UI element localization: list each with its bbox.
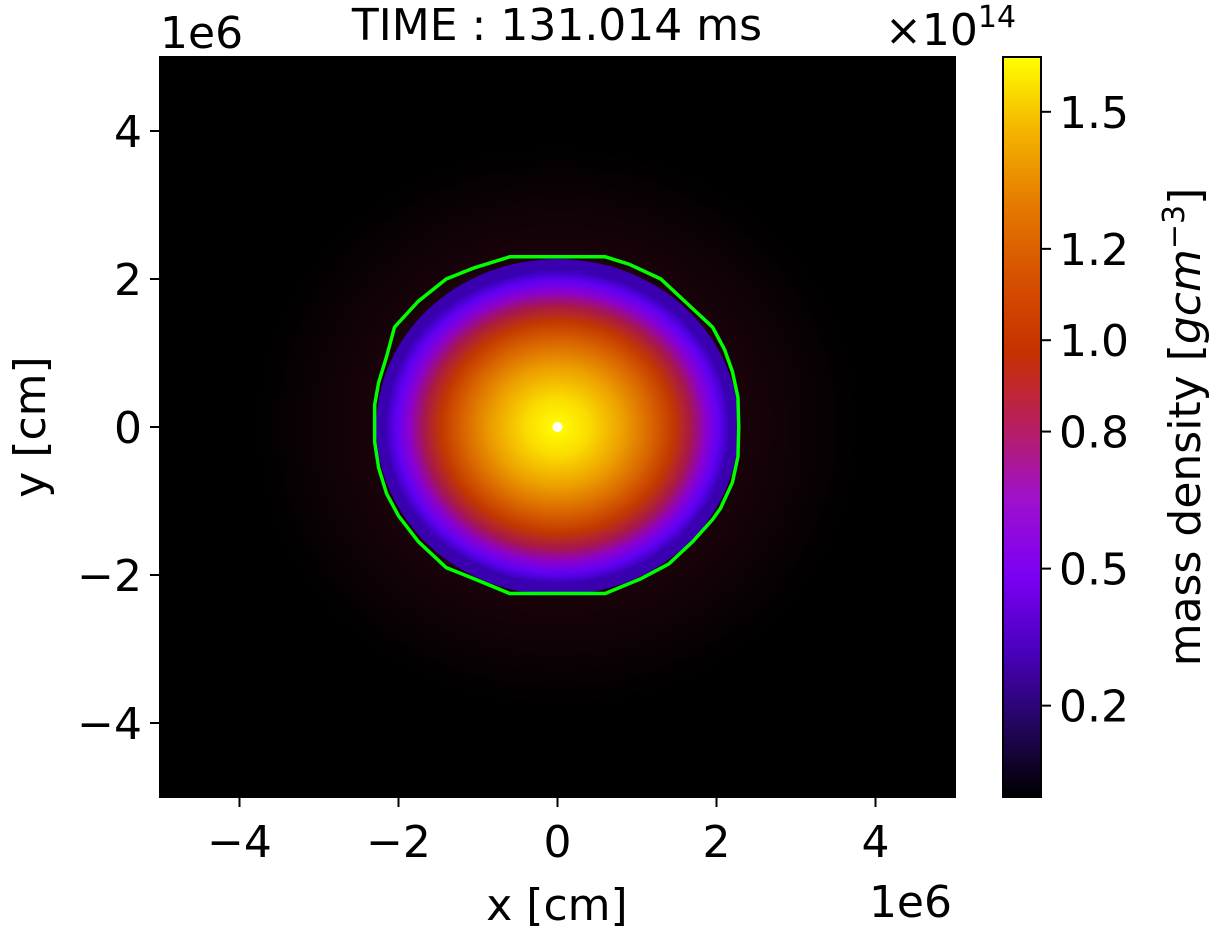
colorbar-tick-label: 0.2: [1059, 682, 1129, 733]
colorbar-label-unit: gcm: [1160, 249, 1211, 344]
colorbar: 0.2 0.5 0.8 1.0 1.2 1.5 ×1014 mass density [g…: [885, 0, 1211, 798]
colorbar-tick-label: 1.2: [1059, 225, 1129, 276]
x-tick-label: 2: [703, 817, 731, 868]
x-axis-ticks: −4 −2 0 2 4: [207, 797, 890, 868]
colorbar-label-main: mass density [: [1160, 344, 1211, 666]
y-axis-ticks: −4 −2 0 2 4: [77, 107, 160, 750]
center-marker: [552, 422, 563, 432]
colorbar-tick-label: 1.0: [1059, 316, 1129, 367]
colorbar-tick-label: 0.5: [1059, 545, 1129, 596]
colorbar-offset-exponent: 14: [978, 0, 1016, 35]
x-tick-label: 0: [544, 817, 572, 868]
colorbar-ticks: 0.2 0.5 0.8 1.0 1.2 1.5: [1041, 88, 1129, 733]
y-tick-label: −4: [77, 699, 142, 750]
y-tick-label: 0: [114, 403, 142, 454]
x-tick-label: −4: [207, 817, 272, 868]
colorbar-label-exponent: −3: [1157, 205, 1192, 249]
y-offset-label: 1e6: [160, 8, 243, 59]
colorbar-offset-label: ×1014: [885, 0, 1016, 56]
y-tick-label: −2: [77, 551, 142, 602]
x-offset-label: 1e6: [869, 877, 952, 928]
colorbar-gradient: [1002, 56, 1042, 798]
colorbar-tick-label: 1.5: [1059, 88, 1129, 139]
y-axis-label: y [cm]: [5, 356, 56, 497]
colorbar-offset-prefix: ×10: [885, 5, 978, 56]
y-tick-label: 4: [114, 107, 142, 158]
chart-title: TIME : 131.014 ms: [351, 0, 762, 51]
x-tick-label: −2: [366, 817, 431, 868]
y-tick-label: 2: [114, 255, 142, 306]
colorbar-label-close: ]: [1160, 188, 1211, 205]
x-axis-label: x [cm]: [486, 880, 627, 931]
x-tick-label: 4: [862, 817, 890, 868]
density-contour-line: [372, 255, 741, 596]
colorbar-label: mass density [gcm−3]: [1157, 188, 1211, 667]
heatmap-plot-area: [160, 57, 955, 797]
colorbar-tick-label: 0.8: [1059, 408, 1129, 459]
